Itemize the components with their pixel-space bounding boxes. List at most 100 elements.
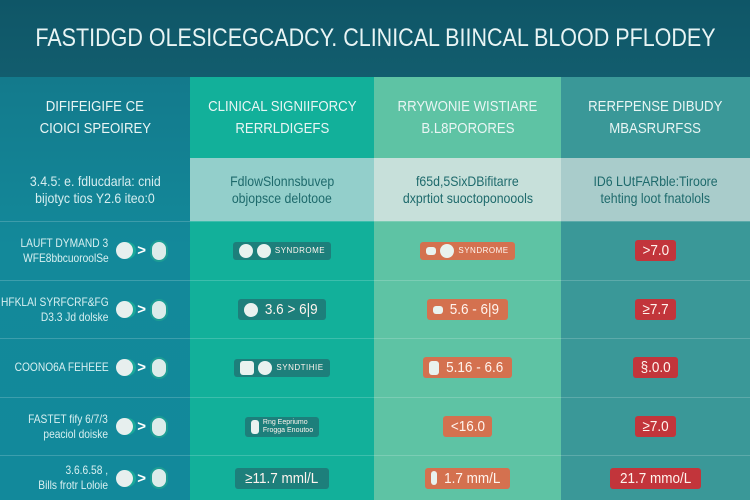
label-line: COONO6A FEHEEE (14, 360, 109, 374)
table-row: SYNDTIHIE (190, 338, 374, 396)
header-line: MBASRURFSS (609, 119, 702, 137)
badge-text: >7.0 (642, 242, 669, 259)
table-row: SYNDROME (374, 221, 561, 279)
reference-badge: §.0.0 (632, 357, 679, 378)
stethoscope-icon (256, 243, 271, 258)
table-row: Rng Eepriumo Frogga Enoutoo (190, 397, 374, 455)
circle-icon (116, 242, 134, 259)
label-line: FASTET fify 6/7/3 (28, 411, 109, 426)
label-line: D3.3 Jd dolske (40, 309, 109, 324)
row-label: HFKLAI SYRFCRF&FG D3.3 Jd dolske (0, 295, 109, 325)
column-difference: DIFIFEIGIFE CE CIOICI SPEOIREY 3.4.5: e.… (0, 77, 190, 500)
table-row: >7.0 (561, 221, 750, 279)
badge-line: Rng Eepriumo (262, 418, 308, 426)
row-label: LAUFT DYMAND 3 WFE8bbcuoroolSe (5, 235, 109, 266)
arrow-icon: > (137, 359, 146, 376)
badge-text: §.0.0 (640, 359, 671, 376)
intro-line: objopsce delotooe (231, 189, 333, 206)
arrow-icon: > (137, 301, 146, 318)
row-label: FASTET fify 6/7/3 peaciol doiske (14, 412, 108, 442)
header-line: RRYWONIE WISTIARE (397, 97, 538, 115)
intro-line: f65d,5SixDBifitarre (416, 172, 519, 189)
bowl-icon (433, 305, 444, 314)
column-header: DIFIFEIGIFE CE CIOICI SPEOIREY (0, 77, 190, 158)
intro-cell: ID6 LUtFARble:Tiroore tehting loot fnato… (561, 158, 750, 221)
badge-text: ≥11.7 mml/L (245, 469, 319, 487)
circle-icon (116, 418, 134, 435)
column-header: CLINICAL SIGNIIFORCY RERRLDIGEFS (190, 77, 374, 158)
arrow-icon: > (137, 242, 146, 259)
bowl-icon (243, 302, 258, 317)
circle-icon (116, 469, 134, 487)
badge-text: ≥7.0 (642, 418, 669, 435)
table-row: <16.0 (374, 397, 561, 455)
bowl-icon (426, 246, 437, 255)
range-badge: SYNDROME (420, 241, 515, 260)
clinical-badge: SYNDROME (232, 241, 332, 260)
table-row: 3.6.6.58 , Bills frotr Loloie > (0, 455, 190, 500)
table-row: HFKLAI SYRFCRF&FG D3.3 Jd dolske > (0, 280, 190, 338)
header-line: RERFPENSE DIBUDY (588, 97, 723, 115)
progression-icons: > (116, 239, 168, 262)
clinical-badge: ≥11.7 mml/L (235, 467, 329, 489)
table-row: FASTET fify 6/7/3 peaciol doiske > (0, 397, 190, 455)
table-row: §.0.0 (561, 338, 750, 396)
label-line: 3.6.6.58 , (65, 463, 109, 477)
plant-icon (428, 360, 439, 375)
column-range: RRYWONIE WISTIARE B.L8PORORES f65d,5SixD… (374, 77, 561, 500)
drop-icon (440, 243, 455, 258)
table-row: COONO6A FEHEEE > (0, 338, 190, 396)
table-row: 5.16 - 6.6 (374, 338, 561, 396)
badge-text: SYNDROME (274, 246, 326, 255)
label-line: LAUFT DYMAND 3 (20, 235, 109, 250)
clinical-badge: 3.6 > 6|9 (237, 299, 327, 320)
intro-cell: 3.4.5: e. fdlucdarla: cnid bijotyc tios … (0, 158, 190, 221)
badge-text: Rng Eepriumo Frogga Enoutoo (263, 419, 313, 435)
table-row: SYNDROME (190, 221, 374, 279)
column-clinical-significance: CLINICAL SIGNIIFORCY RERRLDIGEFS FdlowSl… (190, 77, 374, 500)
badge-text: ≥7.7 (642, 301, 669, 318)
intro-line: tehting loot fnatolols (600, 189, 711, 206)
header-line: CLINICAL SIGNIIFORCY (207, 97, 357, 115)
range-badge: 5.6 - 6|9 (427, 299, 508, 320)
comparison-table: DIFIFEIGIFE CE CIOICI SPEOIREY 3.4.5: e.… (0, 77, 750, 500)
table-row: LAUFT DYMAND 3 WFE8bbcuoroolSe > (0, 221, 190, 279)
intro-line: FdlowSlonnsbuvep (229, 172, 335, 189)
table-row: ≥11.7 mml/L (190, 455, 374, 500)
figure-icon (250, 419, 259, 434)
clinical-badge: SYNDTIHIE (234, 358, 330, 377)
person-icon (240, 360, 255, 375)
intro-line: ID6 LUtFARble:Tiroore (593, 172, 718, 189)
header-line: CIOICI SPEOIREY (39, 119, 151, 137)
column-reference: RERFPENSE DIBUDY MBASRURFSS ID6 LUtFARbl… (561, 77, 750, 500)
label-line: Bills frotr Loloie (38, 478, 109, 492)
person-icon (150, 356, 168, 379)
table-row: ≥7.0 (561, 397, 750, 455)
range-badge: <16.0 (442, 416, 493, 437)
clinical-badge: Rng Eepriumo Frogga Enoutoo (244, 416, 320, 437)
arrow-icon: > (137, 469, 146, 487)
badge-text: 3.6 > 6|9 (264, 301, 318, 318)
column-header: RRYWONIE WISTIARE B.L8PORORES (374, 77, 561, 158)
title-bar: FASTIDGD OLESICEGCADCY. CLINICAL BIINCAL… (0, 0, 750, 77)
reference-badge: ≥7.0 (634, 416, 677, 437)
progression-icons: > (116, 415, 168, 438)
intro-line: bijotyc tios Y2.6 iteo:0 (35, 189, 155, 206)
badge-text: 5.16 - 6.6 (445, 359, 504, 376)
column-header: RERFPENSE DIBUDY MBASRURFSS (561, 77, 750, 158)
badge-text: 1.7 mm/L (444, 469, 501, 487)
progression-icons: > (116, 467, 168, 489)
intro-cell: FdlowSlonnsbuvep objopsce delotooe (190, 158, 374, 221)
badge-text: SYNDTIHIE (276, 363, 324, 372)
range-badge: 1.7 mm/L (425, 467, 510, 489)
progression-icons: > (116, 298, 168, 321)
range-badge: 5.16 - 6.6 (422, 357, 513, 378)
badge-line: Frogga Enoutoo (262, 426, 314, 434)
table-row: ≥7.7 (561, 280, 750, 338)
person-icon (150, 467, 168, 489)
badge-text: 21.7 mmo/L (619, 469, 692, 487)
page-title: FASTIDGD OLESICEGCADCY. CLINICAL BIINCAL… (34, 24, 716, 52)
label-line: WFE8bbcuoroolSe (22, 250, 109, 265)
table-row: 1.7 mm/L (374, 455, 561, 500)
person-icon (431, 471, 438, 485)
